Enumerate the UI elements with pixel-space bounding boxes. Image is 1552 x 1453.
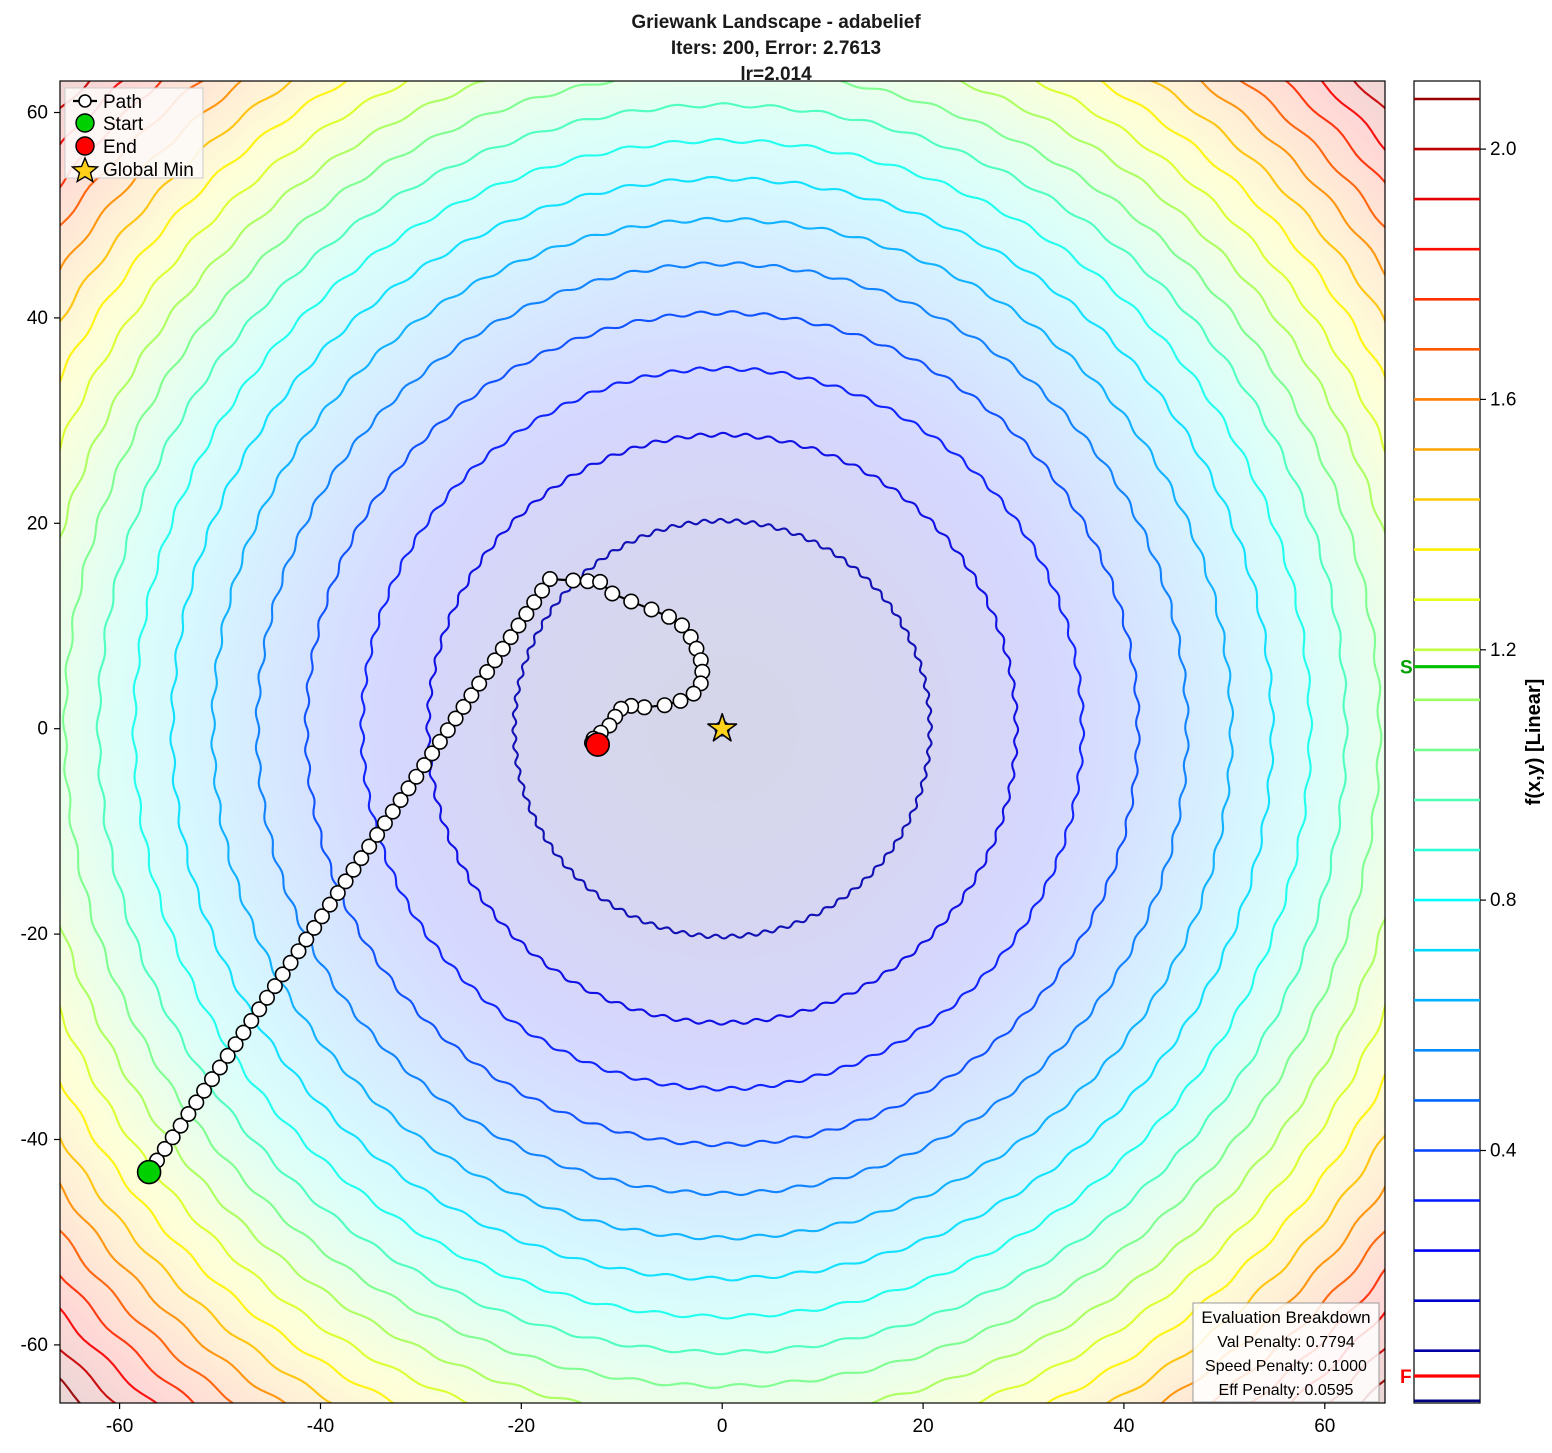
svg-text:Evaluation Breakdown: Evaluation Breakdown — [1201, 1308, 1370, 1327]
svg-text:Eff Penalty: 0.0595: Eff Penalty: 0.0595 — [1219, 1382, 1354, 1399]
svg-text:End: End — [103, 137, 137, 158]
svg-text:Speed Penalty: 0.1000: Speed Penalty: 0.1000 — [1205, 1358, 1367, 1375]
svg-text:60: 60 — [1314, 1416, 1335, 1437]
svg-text:20: 20 — [27, 513, 48, 534]
svg-text:Start: Start — [103, 114, 144, 135]
svg-text:0.4: 0.4 — [1490, 1141, 1517, 1162]
svg-text:Val Penalty: 0.7794: Val Penalty: 0.7794 — [1217, 1334, 1355, 1351]
svg-text:60: 60 — [27, 103, 48, 124]
svg-text:-60: -60 — [21, 1335, 48, 1356]
svg-text:1.2: 1.2 — [1490, 640, 1516, 661]
svg-text:-40: -40 — [21, 1130, 48, 1151]
svg-text:Global Min: Global Min — [103, 160, 194, 181]
svg-text:40: 40 — [27, 308, 48, 329]
svg-text:40: 40 — [1113, 1416, 1134, 1437]
svg-text:1.6: 1.6 — [1490, 389, 1516, 410]
svg-text:0: 0 — [37, 719, 48, 740]
svg-text:0.8: 0.8 — [1490, 890, 1516, 911]
svg-text:0: 0 — [717, 1416, 728, 1437]
svg-text:Path: Path — [103, 92, 142, 113]
svg-text:F: F — [1400, 1367, 1412, 1388]
svg-text:-40: -40 — [307, 1416, 334, 1437]
svg-text:-20: -20 — [508, 1416, 535, 1437]
svg-text:-60: -60 — [106, 1416, 133, 1437]
svg-text:2.0: 2.0 — [1490, 139, 1516, 160]
svg-text:-20: -20 — [21, 924, 48, 945]
svg-text:S: S — [1400, 658, 1413, 679]
svg-text:20: 20 — [913, 1416, 934, 1437]
svg-text:f(x,y) [Linear]: f(x,y) [Linear] — [1523, 679, 1545, 806]
